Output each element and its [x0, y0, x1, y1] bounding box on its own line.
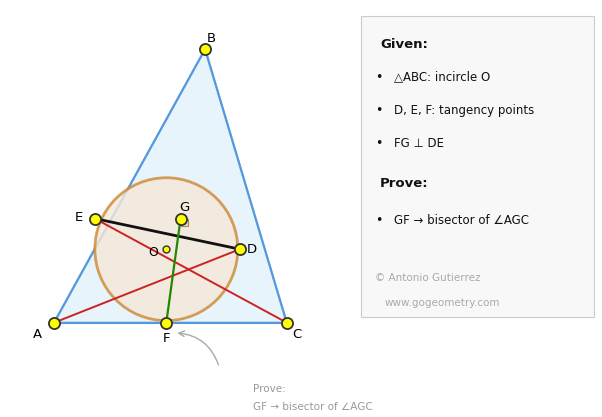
- Text: FG ⊥ DE: FG ⊥ DE: [394, 137, 444, 150]
- Text: △ABC: incircle O: △ABC: incircle O: [394, 71, 490, 84]
- Text: •: •: [375, 137, 383, 150]
- FancyBboxPatch shape: [361, 16, 594, 317]
- Text: © Antonio Gutierrez: © Antonio Gutierrez: [375, 273, 481, 283]
- Text: O: O: [148, 246, 158, 259]
- Text: D: D: [247, 243, 257, 256]
- Text: D, E, F: tangency points: D, E, F: tangency points: [394, 104, 535, 117]
- Text: •: •: [375, 214, 383, 227]
- Text: GF → bisector of ∠AGC: GF → bisector of ∠AGC: [394, 214, 529, 227]
- Text: B: B: [206, 33, 216, 45]
- Text: •: •: [375, 104, 383, 117]
- Text: GF → bisector of ∠AGC: GF → bisector of ∠AGC: [253, 402, 373, 412]
- Text: Prove:: Prove:: [253, 384, 285, 394]
- Text: Given:: Given:: [380, 38, 428, 51]
- Text: F: F: [163, 332, 170, 345]
- Text: G: G: [179, 201, 190, 214]
- Polygon shape: [181, 219, 188, 226]
- Text: C: C: [293, 329, 302, 342]
- Text: www.gogeometry.com: www.gogeometry.com: [385, 298, 500, 308]
- Text: Prove:: Prove:: [380, 177, 429, 190]
- Circle shape: [95, 178, 238, 321]
- Text: A: A: [33, 329, 42, 342]
- Text: E: E: [75, 211, 82, 224]
- Polygon shape: [54, 49, 287, 323]
- Text: •: •: [375, 71, 383, 84]
